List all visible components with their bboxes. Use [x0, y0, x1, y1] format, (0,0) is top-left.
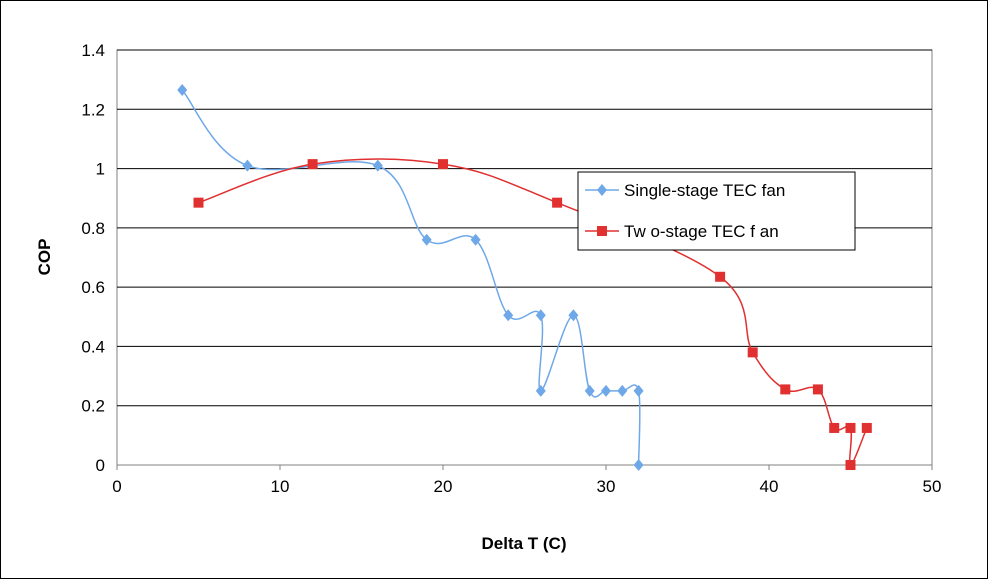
legend-marker-two-stage [597, 226, 607, 236]
data-point-square [845, 460, 856, 470]
legend-label-single-stage: Single-stage TEC fan [624, 181, 785, 200]
data-point-square [812, 384, 823, 395]
data-point-square [307, 159, 318, 170]
data-point-square [438, 159, 448, 170]
data-point-diamond [470, 233, 481, 246]
x-tick-label: 20 [434, 477, 453, 496]
legend-marker-single-stage [597, 184, 607, 196]
plot-area [116, 49, 933, 466]
data-point-diamond [601, 384, 611, 397]
data-point-diamond [421, 233, 432, 246]
series-line-0 [181, 89, 641, 466]
y-tick-label: 1.4 [81, 41, 105, 60]
data-point-square [861, 422, 872, 433]
y-tick-label: 0.8 [81, 219, 105, 238]
data-point-diamond [633, 459, 644, 471]
data-point-diamond [372, 159, 383, 172]
x-axis-title: Delta T (C) [482, 534, 567, 553]
data-point-square [715, 271, 726, 282]
data-point-diamond [568, 309, 579, 322]
data-point-diamond [584, 384, 595, 397]
data-point-square [845, 422, 856, 433]
data-point-square [193, 197, 204, 208]
y-tick-label: 0.2 [81, 397, 105, 416]
data-point-square [747, 347, 758, 358]
y-tick-label: 0.6 [81, 278, 105, 297]
y-tick-label: 1.2 [81, 100, 105, 119]
legend-label-two-stage: Tw o-stage TEC f an [624, 222, 779, 241]
x-tick-label: 40 [760, 477, 779, 496]
y-tick-label: 0.4 [81, 337, 105, 356]
grid-lines [117, 49, 932, 466]
x-tick-label: 10 [271, 477, 290, 496]
x-tick-label: 30 [597, 477, 616, 496]
data-point-square [780, 384, 791, 395]
data-point-diamond [177, 84, 188, 97]
x-tick-labels: 0 10 20 30 40 50 [112, 465, 941, 496]
legend: Single-stage TEC fan Tw o-stage TEC f an [577, 171, 856, 251]
series-layer [177, 84, 872, 471]
y-tick-label: 1 [96, 160, 105, 179]
y-tick-labels: 0 0.2 0.4 0.6 0.8 1 1.2 1.4 [81, 41, 105, 475]
data-point-diamond [633, 384, 644, 397]
x-tick-label: 50 [923, 477, 942, 496]
x-tick-label: 0 [112, 477, 121, 496]
data-point-diamond [242, 159, 253, 172]
data-point-diamond [617, 384, 628, 397]
legend-box [577, 171, 856, 251]
data-point-square [829, 422, 840, 433]
data-point-diamond [535, 309, 546, 322]
y-tick-label: 0 [96, 456, 105, 475]
y-axis-title: COP [35, 239, 54, 276]
data-point-diamond [503, 309, 514, 322]
data-point-square [552, 197, 563, 208]
data-point-diamond [535, 384, 546, 397]
